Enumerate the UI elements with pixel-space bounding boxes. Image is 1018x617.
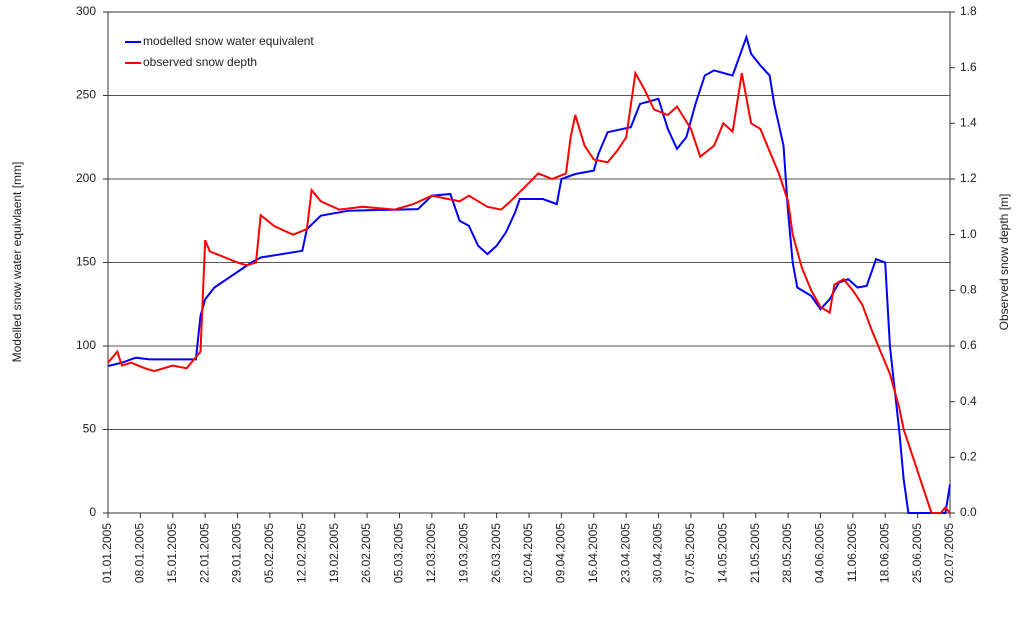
x-tick-label: 21.05.2005 [748, 523, 762, 583]
y-tick-label: 150 [76, 255, 96, 269]
x-tick-label: 16.04.2005 [586, 523, 600, 583]
x-tick-label: 02.07.2005 [942, 523, 956, 583]
x-tick-label: 23.04.2005 [618, 523, 632, 583]
x-tick-label: 26.02.2005 [359, 523, 373, 583]
y-tick-label: 0 [89, 505, 96, 519]
y2-tick-label: 0.4 [960, 394, 977, 408]
y2-tick-label: 1.6 [960, 60, 977, 74]
y-tick-label: 100 [76, 338, 96, 352]
legend-label: observed snow depth [143, 55, 257, 69]
y2-tick-label: 1.8 [960, 4, 977, 18]
y2-tick-label: 1.2 [960, 171, 977, 185]
x-tick-label: 09.04.2005 [554, 523, 568, 583]
y-tick-label: 200 [76, 171, 96, 185]
y-tick-label: 50 [83, 422, 97, 436]
series-line [107, 70, 951, 514]
plot-frame [107, 11, 951, 514]
y2-tick-label: 0.0 [960, 505, 977, 519]
series-line [107, 33, 951, 514]
x-tick-label: 14.05.2005 [715, 523, 729, 583]
y-axis-label: Modelled snow water equivlaent [mm] [10, 162, 24, 363]
x-tick-label: 30.04.2005 [651, 523, 665, 583]
x-tick-label: 29.01.2005 [230, 523, 244, 583]
x-tick-label: 08.01.2005 [133, 523, 147, 583]
x-tick-label: 28.05.2005 [780, 523, 794, 583]
y2-tick-label: 0.2 [960, 450, 977, 464]
y2-tick-label: 0.8 [960, 283, 977, 297]
x-tick-label: 05.03.2005 [392, 523, 406, 583]
legend-label: modelled snow water equivalent [143, 34, 314, 48]
y-tick-label: 250 [76, 88, 96, 102]
x-tick-label: 15.01.2005 [165, 523, 179, 583]
x-tick-label: 07.05.2005 [683, 523, 697, 583]
x-tick-label: 04.06.2005 [813, 523, 827, 583]
y2-tick-label: 0.6 [960, 338, 977, 352]
x-tick-label: 18.06.2005 [877, 523, 891, 583]
x-tick-label: 01.01.2005 [100, 523, 114, 583]
x-tick-label: 19.02.2005 [327, 523, 341, 583]
y-tick-label: 300 [76, 4, 96, 18]
x-tick-label: 11.06.2005 [845, 523, 859, 582]
x-tick-label: 25.06.2005 [910, 523, 924, 583]
x-tick-label: 26.03.2005 [489, 523, 503, 583]
y2-axis-label: Observed snow depth [m] [997, 194, 1011, 331]
x-tick-label: 19.03.2005 [456, 523, 470, 583]
y2-tick-label: 1.4 [960, 116, 977, 130]
y2-tick-label: 1.0 [960, 227, 977, 241]
x-tick-label: 12.03.2005 [424, 523, 438, 583]
x-tick-label: 22.01.2005 [197, 523, 211, 583]
x-tick-label: 02.04.2005 [521, 523, 535, 583]
x-tick-label: 05.02.2005 [262, 523, 276, 583]
x-tick-label: 12.02.2005 [294, 523, 308, 583]
